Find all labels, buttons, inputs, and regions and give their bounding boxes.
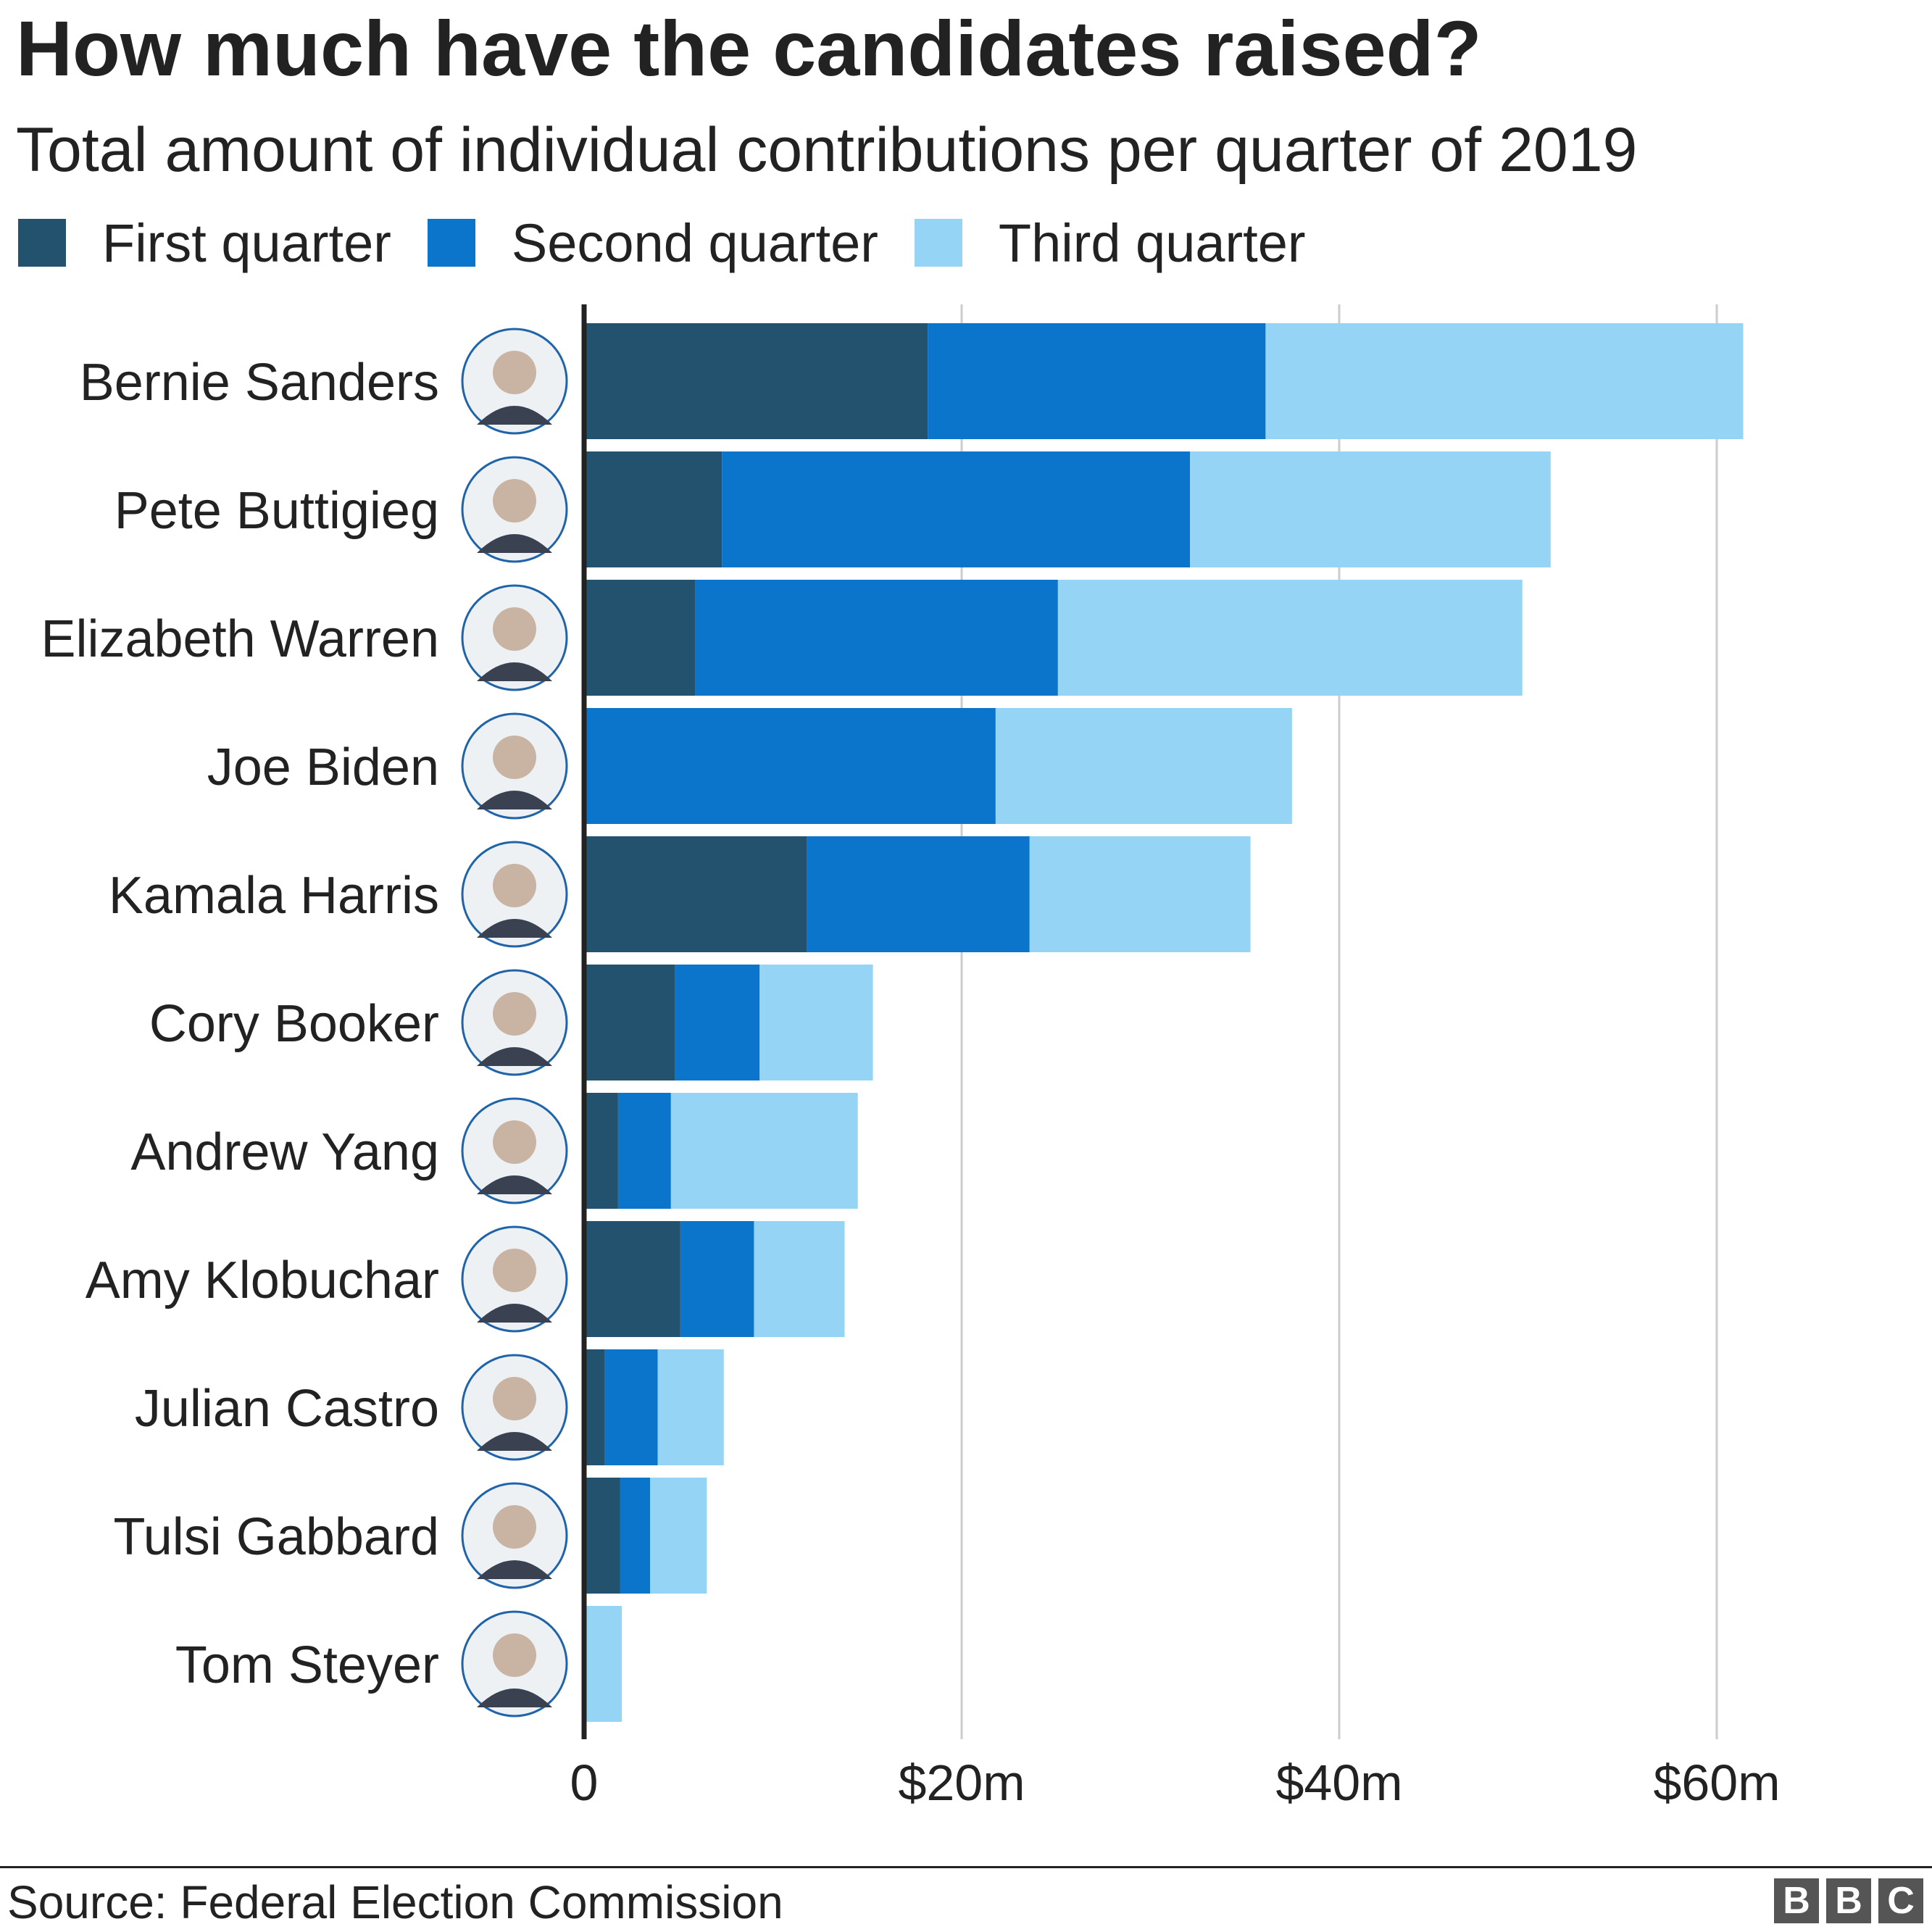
bar-segment (584, 1478, 620, 1594)
avatar-head-icon (493, 1120, 536, 1164)
chart-title: How much have the candidates raised? (16, 4, 1482, 92)
bar-segment (584, 1221, 680, 1337)
avatar-shoulders-icon (477, 1689, 552, 1707)
avatar-head-icon (493, 1633, 536, 1677)
avatar-head-icon (493, 1505, 536, 1549)
candidate-name-label: Bernie Sanders (80, 354, 439, 412)
bbc-logo-letter: B (1774, 1878, 1819, 1923)
bar-segment (995, 708, 1292, 824)
bar-segment (584, 708, 996, 824)
avatar-shoulders-icon (477, 1047, 552, 1066)
avatar-head-icon (493, 992, 536, 1036)
bar-segment (617, 1093, 671, 1209)
bar-segment (584, 836, 807, 952)
bar-segment (680, 1221, 754, 1337)
bar-segment (584, 1093, 618, 1209)
legend-label-first-quarter: First quarter (102, 212, 391, 273)
avatar-shoulders-icon (477, 1560, 552, 1579)
bbc-logo-letter: C (1878, 1878, 1923, 1923)
chart-subtitle: Total amount of individual contributions… (16, 115, 1638, 185)
legend-item-first-quarter: First quarter (18, 212, 391, 274)
bar-segment (1057, 580, 1523, 696)
legend-swatch-first-quarter (18, 219, 66, 267)
bar-segment (657, 1349, 724, 1465)
avatar-shoulders-icon (477, 919, 552, 938)
avatar-head-icon (493, 864, 536, 907)
avatar-head-icon (493, 1249, 536, 1292)
legend-item-second-quarter: Second quarter (427, 212, 878, 274)
legend-item-third-quarter: Third quarter (914, 212, 1306, 274)
bar-segment (759, 965, 873, 1080)
avatar-head-icon (493, 479, 536, 522)
avatar-shoulders-icon (477, 1432, 552, 1451)
bar-segment (584, 965, 675, 1080)
avatar-head-icon (493, 351, 536, 394)
x-tick-label: 0 (570, 1754, 599, 1811)
legend-label-second-quarter: Second quarter (511, 212, 878, 273)
bar-segment (584, 580, 696, 696)
bar-segment (928, 323, 1266, 439)
legend-label-third-quarter: Third quarter (998, 212, 1306, 273)
candidate-name-label: Tom Steyer (175, 1636, 439, 1694)
bbc-logo: B B C (1767, 1878, 1923, 1923)
bar-segment (1029, 836, 1251, 952)
avatar-shoulders-icon (477, 1304, 552, 1323)
bar-segment (675, 965, 760, 1080)
candidate-name-label: Cory Booker (149, 995, 439, 1053)
candidate-name-label: Pete Buttigieg (114, 482, 439, 540)
avatar-shoulders-icon (477, 662, 552, 681)
candidate-name-label: Elizabeth Warren (41, 610, 439, 668)
avatar-shoulders-icon (477, 791, 552, 809)
bar-segment (650, 1478, 707, 1594)
bar-segment (1265, 323, 1744, 439)
footer-divider (0, 1866, 1932, 1868)
candidate-name-label: Joe Biden (207, 738, 439, 796)
source-note: Source: Federal Election Commission (7, 1876, 783, 1928)
candidate-name-label: Tulsi Gabbard (113, 1508, 439, 1566)
candidate-name-label: Andrew Yang (130, 1123, 439, 1181)
candidate-name-label: Amy Klobuchar (86, 1252, 439, 1309)
avatar-head-icon (493, 1377, 536, 1420)
candidate-name-label: Kamala Harris (109, 867, 439, 925)
bar-segment (670, 1093, 858, 1209)
x-tick-label: $60m (1653, 1754, 1780, 1811)
x-tick-label: $40m (1275, 1754, 1402, 1811)
bar-segment (604, 1349, 658, 1465)
bbc-logo-letter: B (1826, 1878, 1871, 1923)
bar-segment (620, 1478, 651, 1594)
bar-segment (722, 451, 1191, 567)
x-tick-label: $20m (898, 1754, 1025, 1811)
avatar-head-icon (493, 736, 536, 779)
bar-segment (1190, 451, 1551, 567)
avatar-head-icon (493, 607, 536, 651)
bar-segment (584, 323, 928, 439)
candidate-name-label: Julian Castro (135, 1380, 439, 1438)
bar-segment (754, 1221, 845, 1337)
chart-legend: First quarter Second quarter Third quart… (18, 212, 1342, 274)
legend-swatch-second-quarter (427, 219, 475, 267)
bar-segment (807, 836, 1030, 952)
legend-swatch-third-quarter (914, 219, 962, 267)
avatar-shoulders-icon (477, 406, 552, 425)
bar-segment (695, 580, 1058, 696)
bar-segment (584, 451, 723, 567)
bar-segment (584, 1349, 605, 1465)
bar-segment (584, 1606, 623, 1722)
avatar-shoulders-icon (477, 1175, 552, 1194)
avatar-shoulders-icon (477, 534, 552, 553)
